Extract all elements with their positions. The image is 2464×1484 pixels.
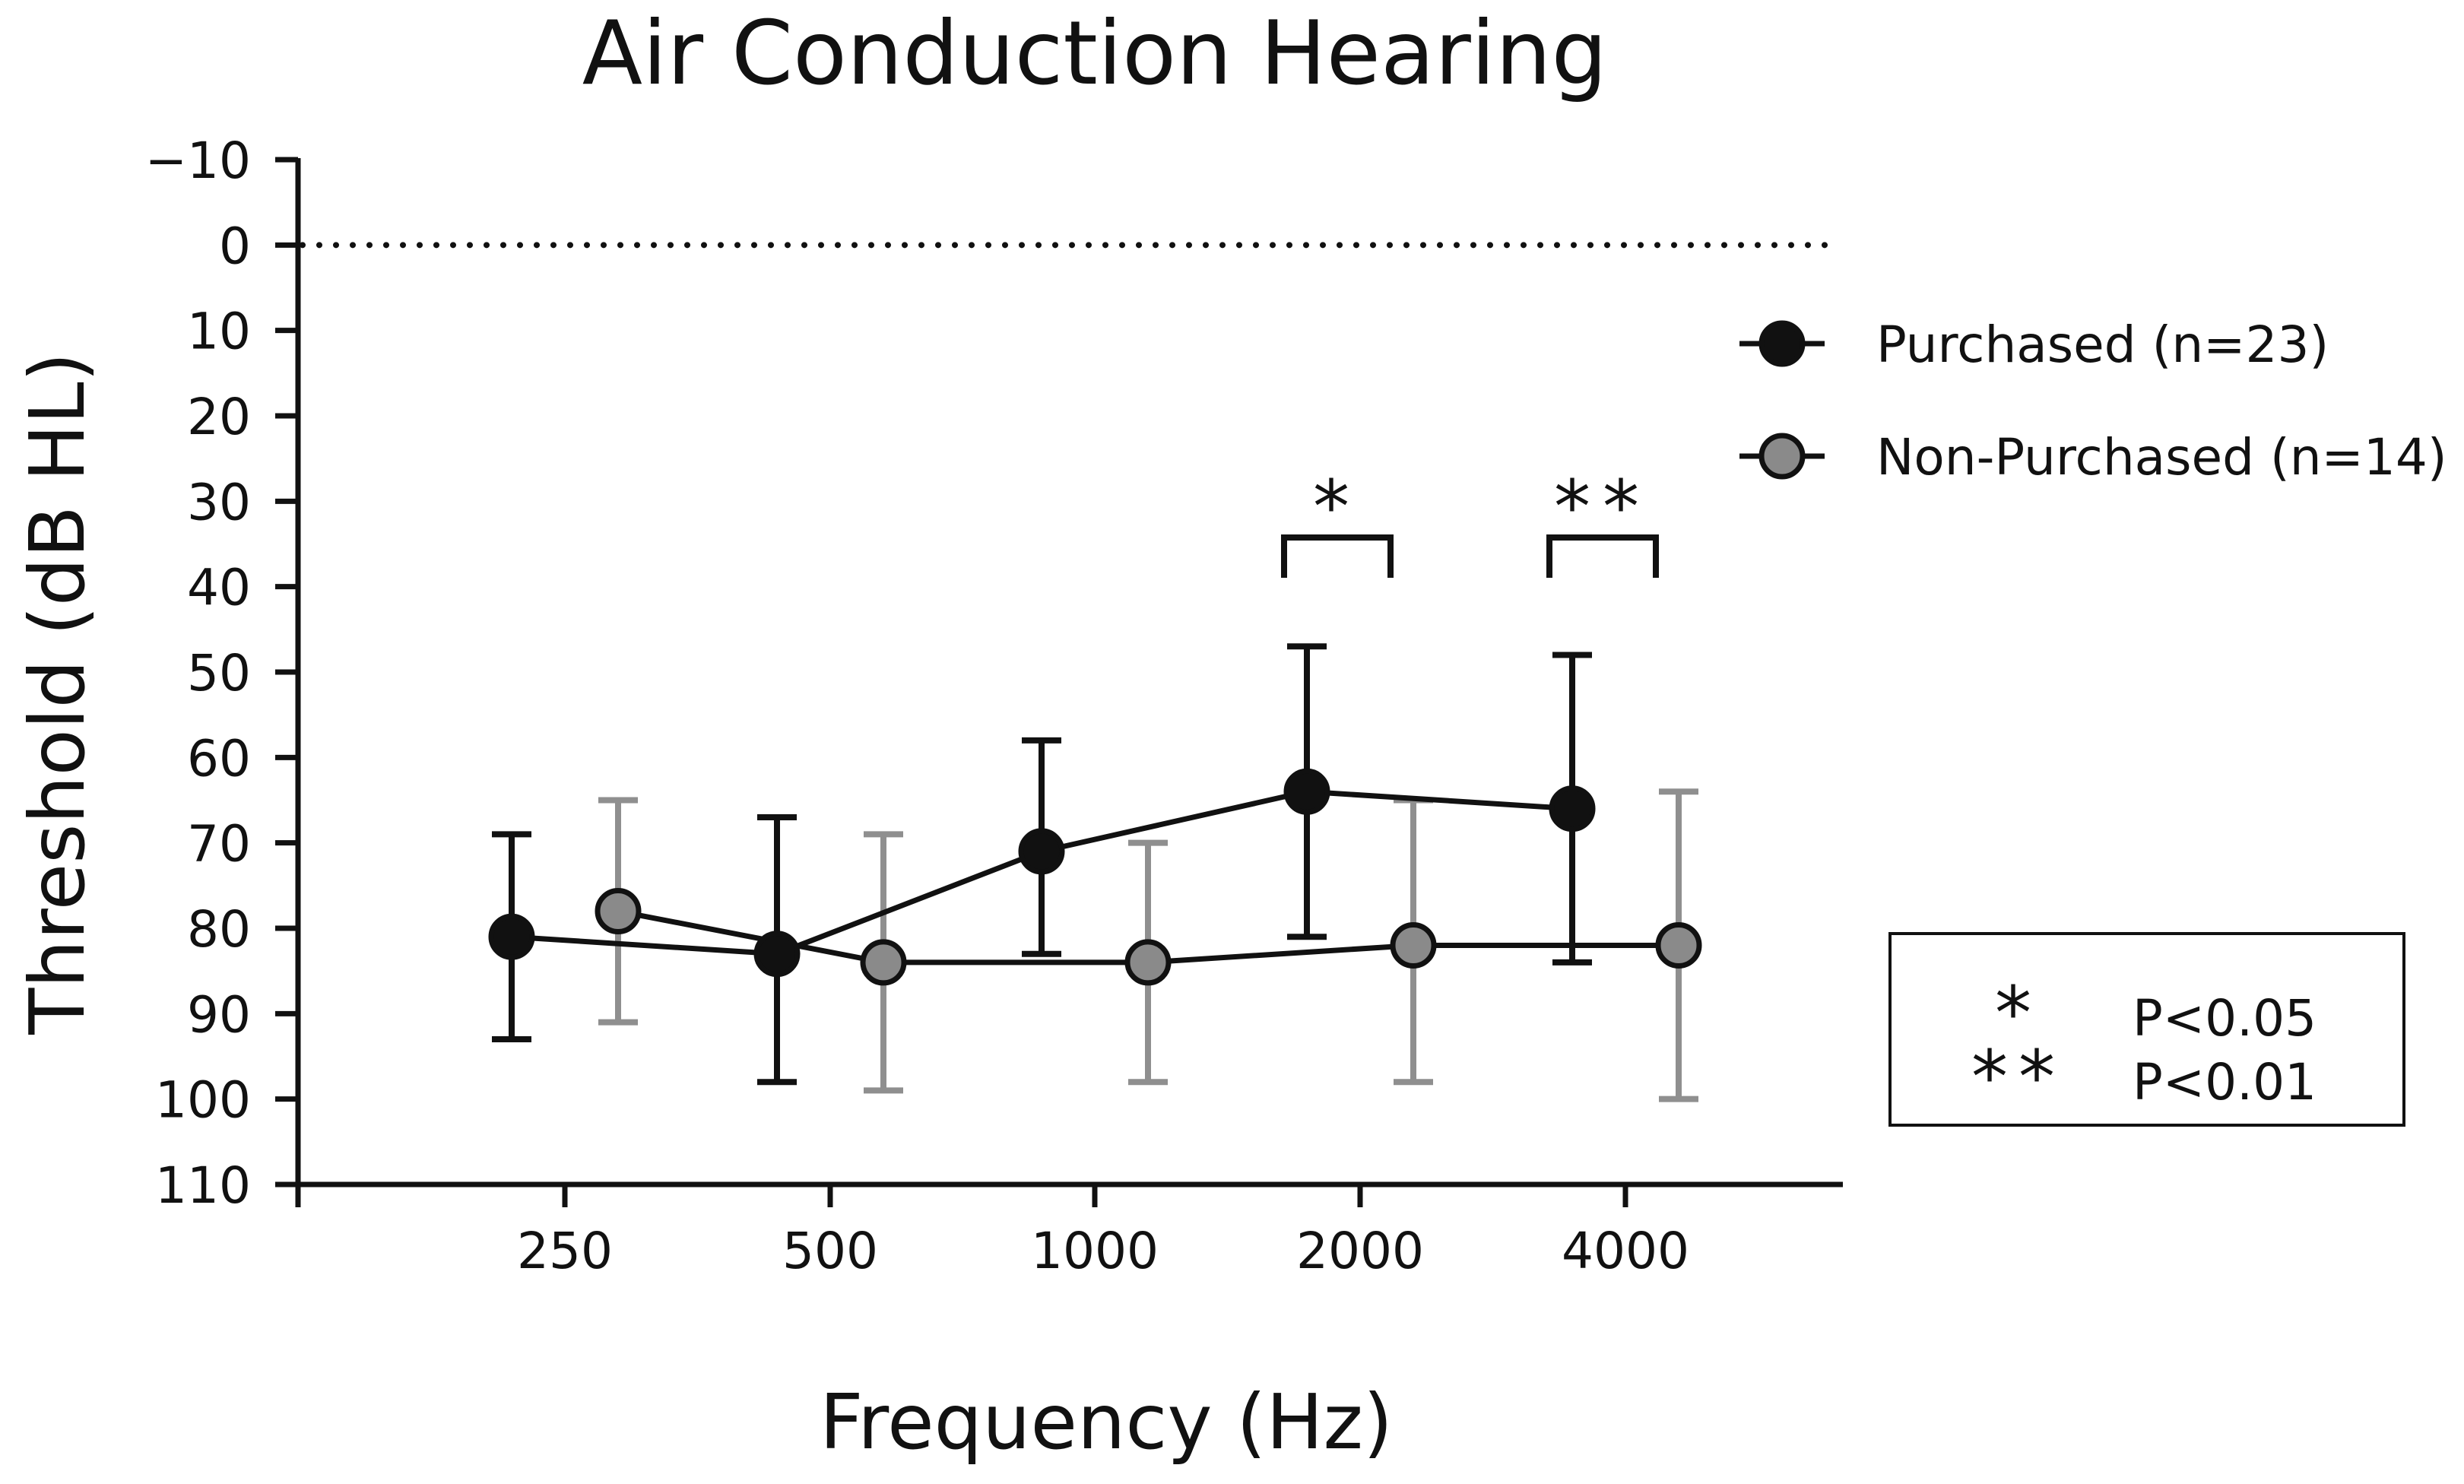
series-markers-purchased bbox=[488, 768, 1596, 978]
data-point bbox=[1124, 939, 1172, 986]
x-tick-label: 2000 bbox=[1296, 1222, 1424, 1280]
legend-label: Non-Purchased (n=14) bbox=[1876, 428, 2447, 487]
y-tick-label: 50 bbox=[187, 644, 251, 702]
y-tick-label: 60 bbox=[187, 729, 251, 788]
x-tick-label: 4000 bbox=[1562, 1222, 1689, 1280]
legend-label: Purchased (n=23) bbox=[1876, 316, 2329, 374]
data-point bbox=[488, 913, 535, 960]
y-tick-label: 70 bbox=[187, 815, 251, 874]
significance-legend-mark: ** bbox=[1971, 1035, 2066, 1120]
data-point bbox=[1549, 785, 1596, 832]
significance-mark: ** bbox=[1554, 465, 1651, 550]
y-tick-label: 80 bbox=[187, 900, 251, 959]
legend-marker bbox=[1758, 433, 1806, 480]
x-tick-label: 500 bbox=[782, 1222, 878, 1280]
significance-bracket bbox=[1546, 534, 1659, 578]
significance-legend-label: P<0.01 bbox=[2133, 1053, 2317, 1111]
legend-marker bbox=[1758, 320, 1806, 367]
y-tick-label: 90 bbox=[187, 985, 251, 1044]
data-point bbox=[860, 939, 907, 986]
y-tick-label: 20 bbox=[187, 388, 251, 446]
x-axis-label: Frequency (Hz) bbox=[820, 1378, 1393, 1467]
data-point bbox=[595, 888, 642, 935]
significance-bracket bbox=[1281, 534, 1394, 578]
y-tick-label: 10 bbox=[187, 303, 251, 361]
y-tick-label: 40 bbox=[187, 559, 251, 617]
x-tick-label: 1000 bbox=[1031, 1222, 1159, 1280]
significance-legend-mark: * bbox=[1995, 971, 2042, 1056]
y-tick-label: 30 bbox=[187, 473, 251, 531]
y-axis-label: Threshold (dB HL) bbox=[13, 352, 102, 1035]
significance-mark: * bbox=[1313, 465, 1362, 550]
data-point bbox=[1283, 768, 1330, 815]
data-point bbox=[1655, 921, 1702, 969]
y-tick-label: 0 bbox=[219, 217, 251, 275]
data-point bbox=[1018, 828, 1065, 875]
data-point bbox=[1390, 921, 1437, 969]
data-point bbox=[753, 931, 801, 978]
x-tick-label: 250 bbox=[517, 1222, 613, 1280]
significance-legend-label: P<0.05 bbox=[2133, 989, 2317, 1048]
chart-title: Air Conduction Hearing bbox=[582, 2, 1607, 105]
y-tick-label: 100 bbox=[155, 1071, 251, 1130]
y-tick-label: −10 bbox=[145, 132, 251, 190]
y-tick-label: 110 bbox=[155, 1156, 251, 1215]
significance-legend-box bbox=[1888, 932, 2405, 1127]
